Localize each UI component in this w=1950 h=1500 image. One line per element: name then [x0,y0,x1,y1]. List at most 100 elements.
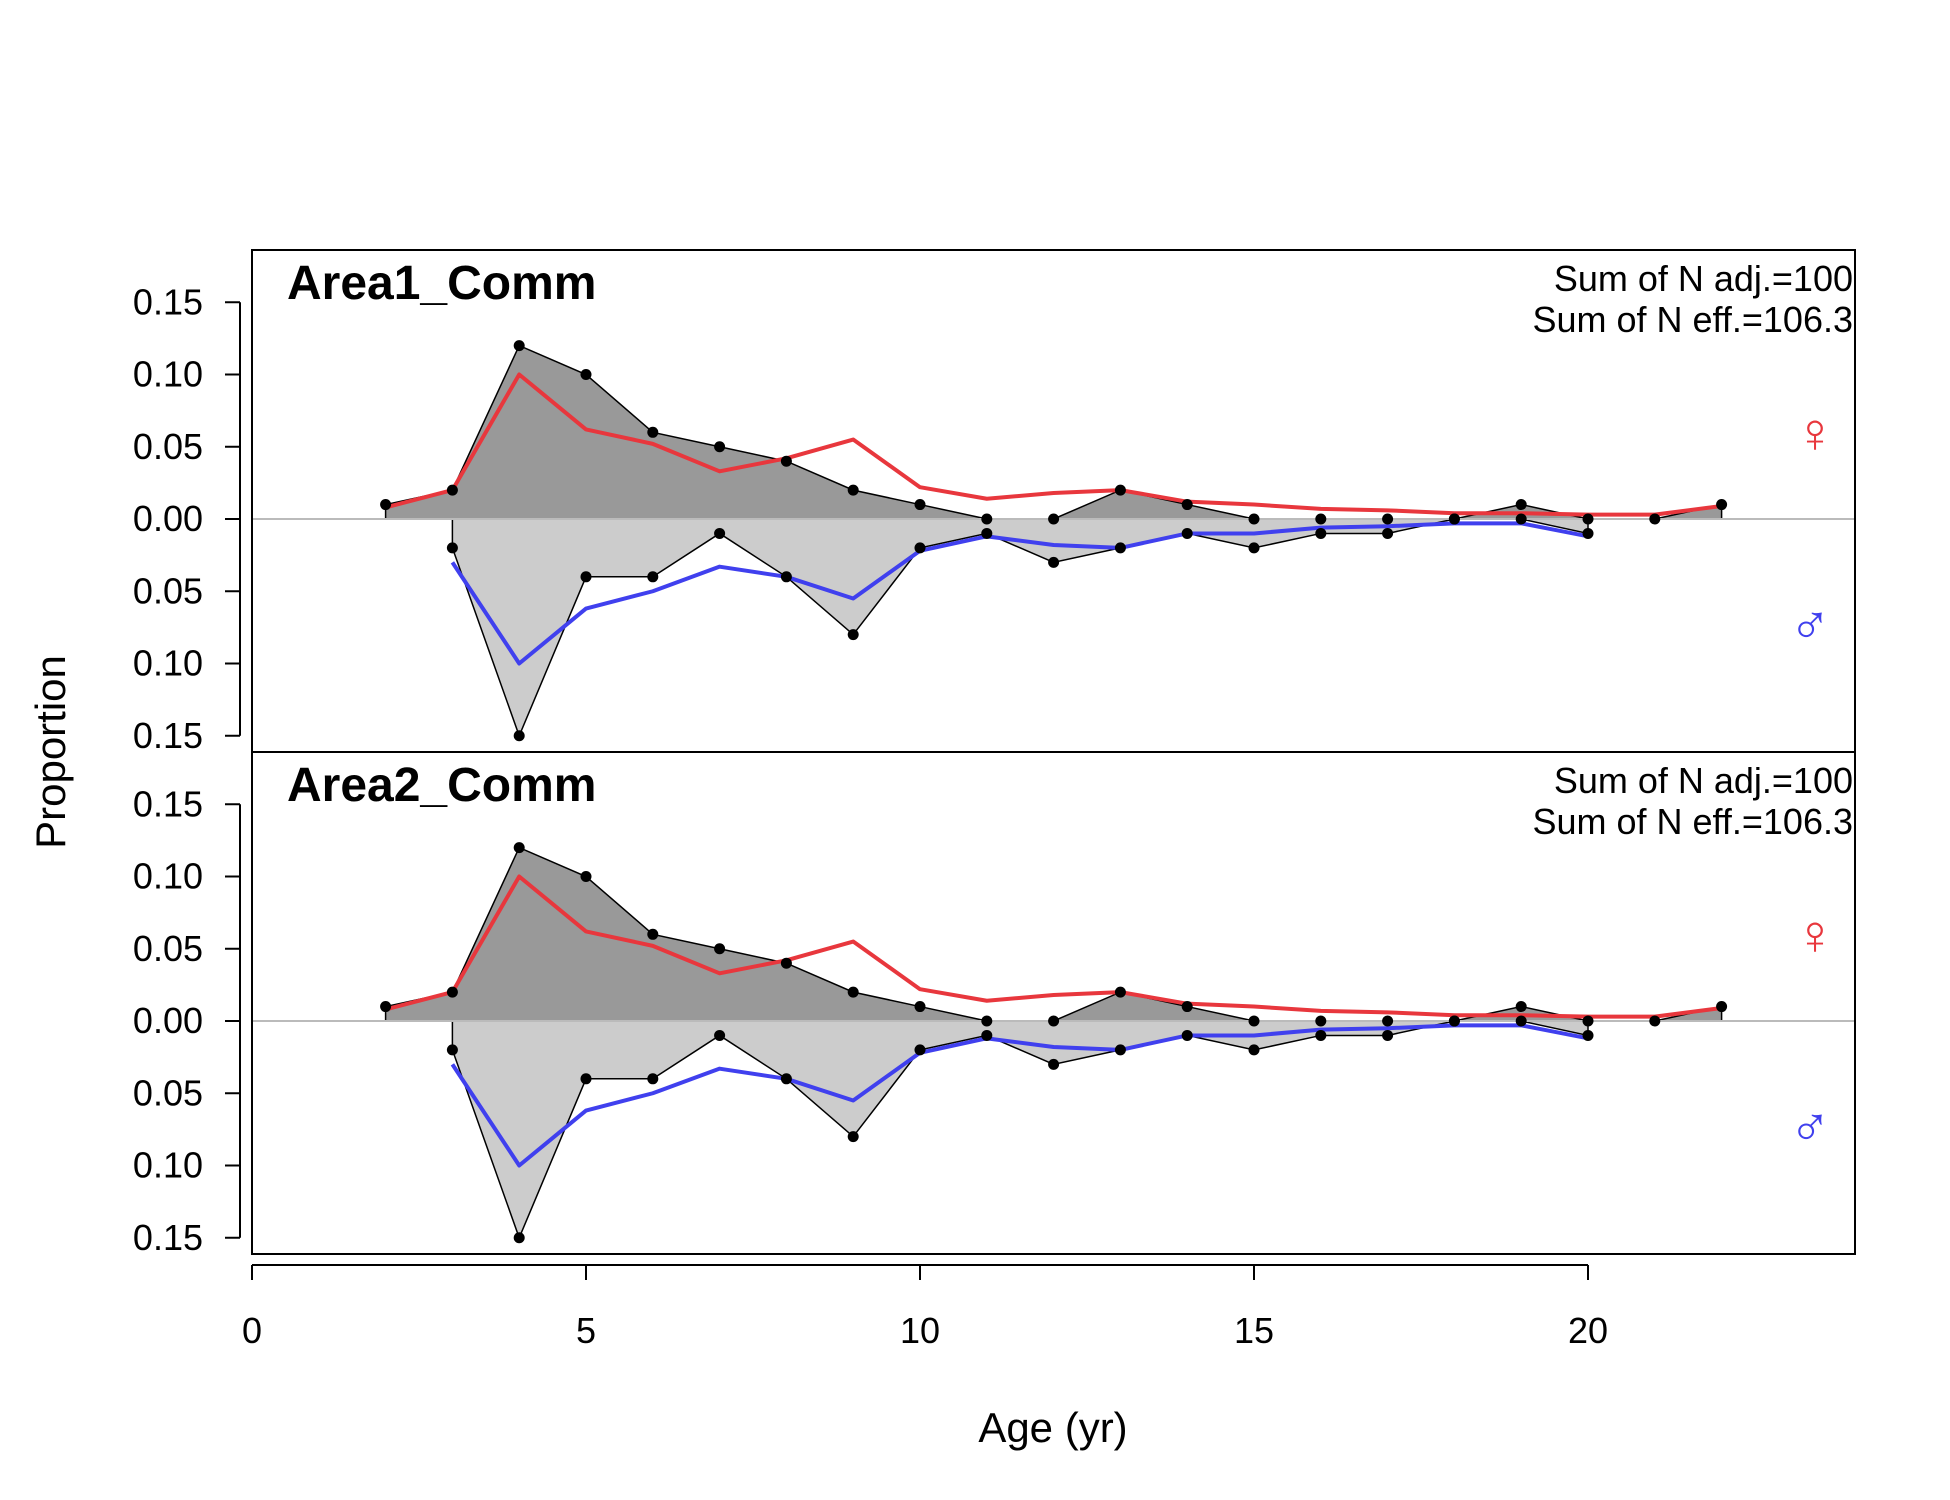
male-observed-point [847,629,859,641]
female-observed-point [714,441,726,453]
y-tick-label: 0.15 [133,1217,203,1258]
y-tick-label: 0.15 [133,281,203,322]
male-observed-point [1448,1015,1460,1027]
female-observed-point [1582,1015,1594,1027]
male-observed-point [446,542,458,554]
female-observed-point [380,1001,392,1013]
female-observed-point [714,943,726,955]
y-axis-title: Proportion [27,655,74,849]
sample-size-note: Sum of N eff.=106.3 [1532,801,1853,842]
male-observed-point [580,1073,592,1085]
female-observed-point [1181,499,1193,511]
male-observed-point [1048,1058,1060,1070]
male-observed-area [451,1020,1589,1240]
y-tick-label: 0.00 [133,1000,203,1041]
male-observed-point [914,542,926,554]
female-observed-point [1515,1001,1527,1013]
male-observed-point [1114,1044,1126,1056]
female-observed-point [647,928,659,940]
female-observed-point [580,369,592,380]
male-observed-point [1181,1029,1193,1041]
female-observed-point [1716,1001,1728,1013]
female-observed-point [1248,513,1260,525]
female-observed-point [1382,1015,1394,1027]
female-observed-point [513,340,525,352]
y-tick-label: 0.05 [133,570,203,611]
female-observed-point [1315,513,1327,525]
female-observed-point [1649,513,1661,525]
male-observed-point [1582,527,1594,539]
female-observed-point [446,986,458,998]
female-observed-point [1649,1015,1661,1027]
female-observed-point [847,986,859,998]
male-observed-point [1448,513,1460,525]
female-observed-point [981,513,993,525]
female-observed-point [914,499,926,511]
male-observed-point [714,1029,726,1041]
male-observed-point [1582,1029,1594,1041]
male-observed-point [914,1044,926,1056]
female-observed-point [1248,1015,1260,1027]
male-observed-point [1248,1044,1260,1056]
female-observed-point [446,484,458,496]
sample-size-note: Sum of N adj.=100 [1554,760,1853,801]
male-observed-point [1315,1029,1327,1041]
male-observed-point [513,1232,525,1244]
female-observed-point [380,499,392,511]
male-observed-point [513,730,525,742]
female-expected-line [385,874,1722,1019]
female-observed-point [981,1015,993,1027]
sample-size-note: Sum of N adj.=100 [1554,258,1853,299]
male-observed-area [451,518,1589,738]
female-observed-point [513,842,525,854]
male-observed-point [847,1131,859,1143]
male-observed-point [647,571,659,583]
male-observed-point [981,527,993,539]
male-observed-point [1515,513,1527,525]
x-axis-title: Age (yr) [978,1404,1127,1451]
male-observed-point [714,527,726,539]
male-expected-line [450,1023,1589,1168]
female-observed-point [1382,513,1394,525]
female-observed-point [1515,499,1527,511]
female-observed-point [1181,1001,1193,1013]
female-observed-point [780,455,792,467]
y-tick-label: 0.05 [133,928,203,969]
female-observed-point [1048,1015,1060,1027]
panel-2: 0.15 0.10 0.05 0.00 0.05 0.10 0.15 Area2_Comm Su… [133,751,1856,1258]
female-expected-line [385,372,1722,517]
x-tick-label: 15 [1234,1310,1274,1351]
male-symbol-icon: ♂ [1789,1095,1831,1158]
y-tick-label: 0.05 [133,426,203,467]
male-symbol-icon: ♂ [1789,593,1831,656]
male-observed-point [446,1044,458,1056]
female-observed-point [580,871,592,882]
male-observed-point [647,1073,659,1085]
male-observed-point [1515,1015,1527,1027]
male-observed-point [780,571,792,583]
sample-size-note: Sum of N eff.=106.3 [1532,299,1853,340]
female-observed-point [1582,513,1594,525]
y-tick-label: 0.00 [133,498,203,539]
female-observed-point [647,426,659,438]
x-tick-label: 20 [1568,1310,1608,1351]
male-observed-point [780,1073,792,1085]
female-observed-point [1048,513,1060,525]
y-tick-label: 0.15 [133,783,203,824]
male-observed-point [1382,1029,1394,1041]
female-observed-point [1716,499,1728,511]
panel-title: Area2_Comm [287,759,596,812]
female-observed-point [1315,1015,1327,1027]
male-observed-point [1382,527,1394,539]
female-observed-point [1114,986,1126,998]
male-observed-point [1181,527,1193,539]
male-observed-point [1114,542,1126,554]
y-tick-label: 0.05 [133,1072,203,1113]
female-observed-point [914,1001,926,1013]
female-observed-point [847,484,859,496]
y-tick-label: 0.15 [133,715,203,756]
female-symbol-icon: ♀ [1794,401,1836,464]
y-tick-label: 0.10 [133,354,203,395]
panel-frame [251,751,1856,1255]
panels: 0.15 0.10 0.05 0.00 0.05 0.10 0.15 Area1_Comm Su… [133,249,1856,1258]
